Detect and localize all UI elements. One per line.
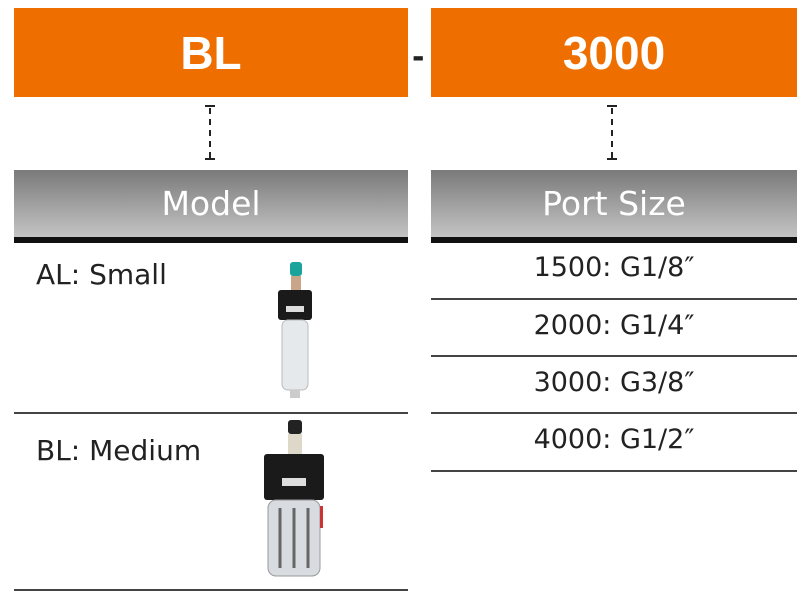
model-al-label: AL: Small — [36, 258, 167, 291]
connector-cap — [205, 158, 215, 160]
row-divider — [431, 470, 797, 472]
row-divider — [14, 589, 408, 591]
connector-cap — [205, 105, 215, 107]
medium-lubricator-icon — [264, 420, 324, 577]
code-separator: - — [412, 40, 425, 75]
model-connector — [209, 108, 213, 158]
model-code-box: BL — [14, 8, 408, 97]
connector-cap — [607, 105, 617, 107]
port-option: 2000: G1/4″ — [533, 310, 695, 341]
port-option: 4000: G1/2″ — [533, 424, 695, 455]
port-option: 1500: G1/8″ — [533, 252, 695, 283]
model-header: Model — [14, 170, 408, 237]
port-connector — [611, 108, 615, 158]
header-rule — [14, 237, 408, 243]
row-divider — [14, 412, 408, 414]
connector-cap — [607, 158, 617, 160]
row-divider — [431, 355, 797, 357]
row-divider — [431, 412, 797, 414]
small-lubricator-icon — [278, 262, 312, 398]
port-header: Port Size — [431, 170, 797, 237]
port-option: 3000: G3/8″ — [533, 367, 695, 398]
port-code-box: 3000 — [431, 8, 797, 97]
model-bl-label: BL: Medium — [36, 434, 202, 467]
header-rule — [431, 237, 797, 243]
row-divider — [431, 298, 797, 300]
